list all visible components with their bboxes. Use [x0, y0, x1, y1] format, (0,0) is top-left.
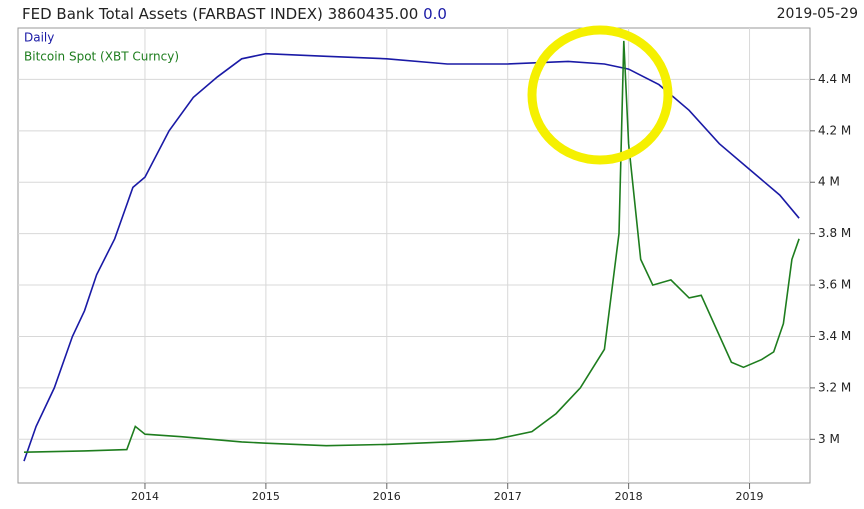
y-tick-label: 4.4 M — [818, 72, 851, 86]
legend-entry: Daily — [24, 31, 54, 45]
legend-entry: Bitcoin Spot (XBT Curncy) — [24, 50, 179, 64]
x-tick-label: 2017 — [494, 490, 522, 503]
y-tick-label: 3.2 M — [818, 380, 851, 394]
x-tick-label: 2018 — [615, 490, 643, 503]
series-line — [23, 40, 800, 453]
x-tick-label: 2016 — [373, 490, 401, 503]
y-tick-label: 4.2 M — [818, 123, 851, 137]
x-tick-label: 2019 — [736, 490, 764, 503]
change-value: 0.0 — [423, 5, 447, 23]
x-tick-label: 2015 — [252, 490, 280, 503]
y-tick-label: 3.6 M — [818, 278, 851, 292]
date-label: 2019-05-29 — [777, 6, 858, 22]
y-tick-label: 3.4 M — [818, 329, 851, 343]
plot-frame — [17, 27, 811, 484]
y-tick-label: 4 M — [818, 175, 840, 189]
x-tick-label: 2014 — [131, 490, 159, 503]
title-text: FED Bank Total Assets (FARBAST INDEX) — [22, 5, 323, 23]
y-tick-label: 3 M — [818, 432, 840, 446]
last-value: 3860435.00 — [328, 5, 419, 23]
y-tick-label: 3.8 M — [818, 226, 851, 240]
highlight-circle — [527, 25, 673, 165]
chart-title: FED Bank Total Assets (FARBAST INDEX) 38… — [22, 5, 447, 23]
series-line — [23, 52, 800, 462]
